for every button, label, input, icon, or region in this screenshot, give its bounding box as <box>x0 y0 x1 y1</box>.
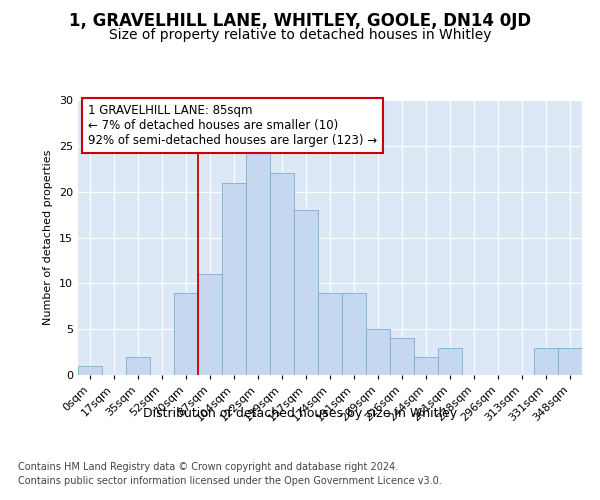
Bar <box>366 329 390 375</box>
Bar <box>78 366 102 375</box>
Bar <box>126 356 150 375</box>
Bar <box>222 182 246 375</box>
Bar <box>342 292 366 375</box>
Bar <box>558 348 582 375</box>
Bar <box>438 348 462 375</box>
Text: 1 GRAVELHILL LANE: 85sqm
← 7% of detached houses are smaller (10)
92% of semi-de: 1 GRAVELHILL LANE: 85sqm ← 7% of detache… <box>88 104 377 147</box>
Bar <box>294 210 318 375</box>
Y-axis label: Number of detached properties: Number of detached properties <box>43 150 53 325</box>
Bar <box>318 292 342 375</box>
Text: 1, GRAVELHILL LANE, WHITLEY, GOOLE, DN14 0JD: 1, GRAVELHILL LANE, WHITLEY, GOOLE, DN14… <box>69 12 531 30</box>
Text: Contains public sector information licensed under the Open Government Licence v3: Contains public sector information licen… <box>18 476 442 486</box>
Text: Distribution of detached houses by size in Whitley: Distribution of detached houses by size … <box>143 408 457 420</box>
Bar <box>270 174 294 375</box>
Bar <box>198 274 222 375</box>
Bar <box>246 146 270 375</box>
Bar <box>174 292 198 375</box>
Bar <box>414 356 438 375</box>
Bar <box>390 338 414 375</box>
Text: Contains HM Land Registry data © Crown copyright and database right 2024.: Contains HM Land Registry data © Crown c… <box>18 462 398 472</box>
Text: Size of property relative to detached houses in Whitley: Size of property relative to detached ho… <box>109 28 491 42</box>
Bar <box>534 348 558 375</box>
